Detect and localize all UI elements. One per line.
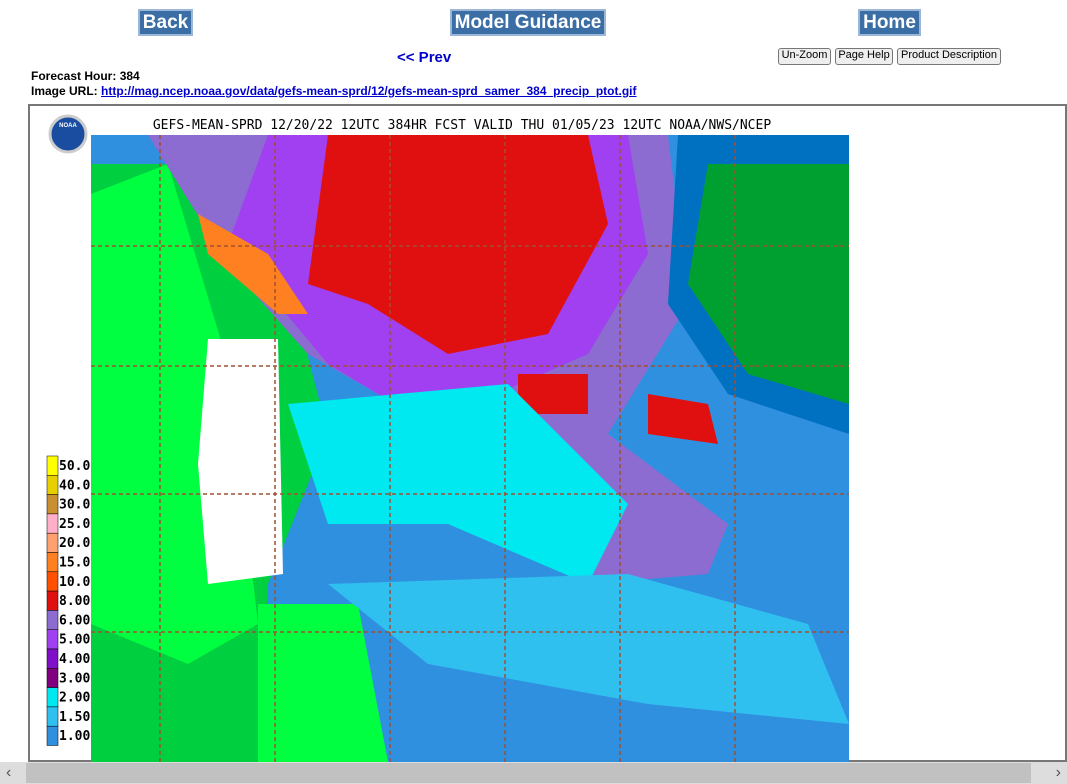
product-description-button[interactable]: Product Description	[897, 48, 1001, 65]
legend-label: 5.00	[59, 633, 90, 648]
legend-label: 10.0	[59, 575, 90, 590]
legend-label: 4.00	[59, 652, 90, 667]
legend-swatch	[46, 532, 59, 553]
horizontal-scrollbar[interactable]: ‹ ›	[0, 762, 1067, 784]
prev-link[interactable]: << Prev	[397, 49, 452, 66]
legend-swatch	[46, 668, 59, 688]
back-button[interactable]: Back	[138, 9, 193, 36]
legend-swatch	[46, 590, 59, 611]
legend-label: 15.0	[59, 556, 90, 571]
image-link[interactable]: http://mag.ncep.noaa.gov/data/gefs-mean-…	[101, 84, 637, 98]
scroll-thumb[interactable]	[26, 763, 1031, 783]
legend-label: 6.00	[59, 613, 90, 628]
label: Forecast Hour:	[31, 69, 117, 83]
logo-text: NOAA	[59, 123, 77, 129]
legend-label: 25.0	[59, 517, 90, 532]
legend-swatch	[46, 629, 59, 650]
label: Image URL:	[31, 84, 98, 98]
legend-swatch	[46, 494, 59, 515]
model-guidance-button[interactable]: Model Guidance	[450, 9, 606, 36]
legend-swatch	[46, 513, 59, 534]
scroll-left[interactable]: ‹	[6, 764, 12, 781]
forecast-hour: Forecast Hour: 384	[31, 69, 140, 83]
image-url: Image URL: http://mag.ncep.noaa.gov/data…	[31, 84, 637, 98]
map-image: NOAA GEFS-MEAN-SPRD 12/20/22 12UTC 384HR…	[28, 104, 1067, 762]
legend-swatch	[46, 648, 59, 669]
legend-swatch	[46, 552, 59, 573]
home-button[interactable]: Home	[858, 9, 921, 36]
value: 384	[119, 69, 140, 83]
legend-swatch	[46, 687, 59, 708]
legend-swatch	[46, 610, 59, 630]
page-help-button[interactable]: Page Help	[835, 48, 893, 65]
legend-swatch	[46, 475, 59, 495]
legend-label: 2.00	[59, 691, 90, 706]
legend-label: 1.00	[59, 729, 90, 744]
legend-swatch	[46, 455, 59, 476]
legend-label: 50.0	[59, 459, 90, 474]
legend-label: 40.0	[59, 478, 90, 493]
legend-swatch	[46, 725, 59, 746]
legend-label: 8.00	[59, 594, 90, 609]
grid	[91, 135, 849, 762]
legend-label: 20.0	[59, 536, 90, 551]
unzoom-button[interactable]: Un-Zoom	[778, 48, 831, 65]
legend-label: 1.50	[59, 710, 90, 725]
map-title: GEFS-MEAN-SPRD 12/20/22 12UTC 384HR FCST…	[153, 118, 771, 133]
legend-label: 3.00	[59, 671, 90, 686]
legend-label: 30.0	[59, 498, 90, 513]
map-field	[91, 135, 849, 762]
legend-swatch	[46, 571, 59, 592]
legend-swatch	[46, 706, 59, 727]
noaa-logo	[48, 114, 88, 154]
scroll-right[interactable]: ›	[1055, 764, 1061, 781]
